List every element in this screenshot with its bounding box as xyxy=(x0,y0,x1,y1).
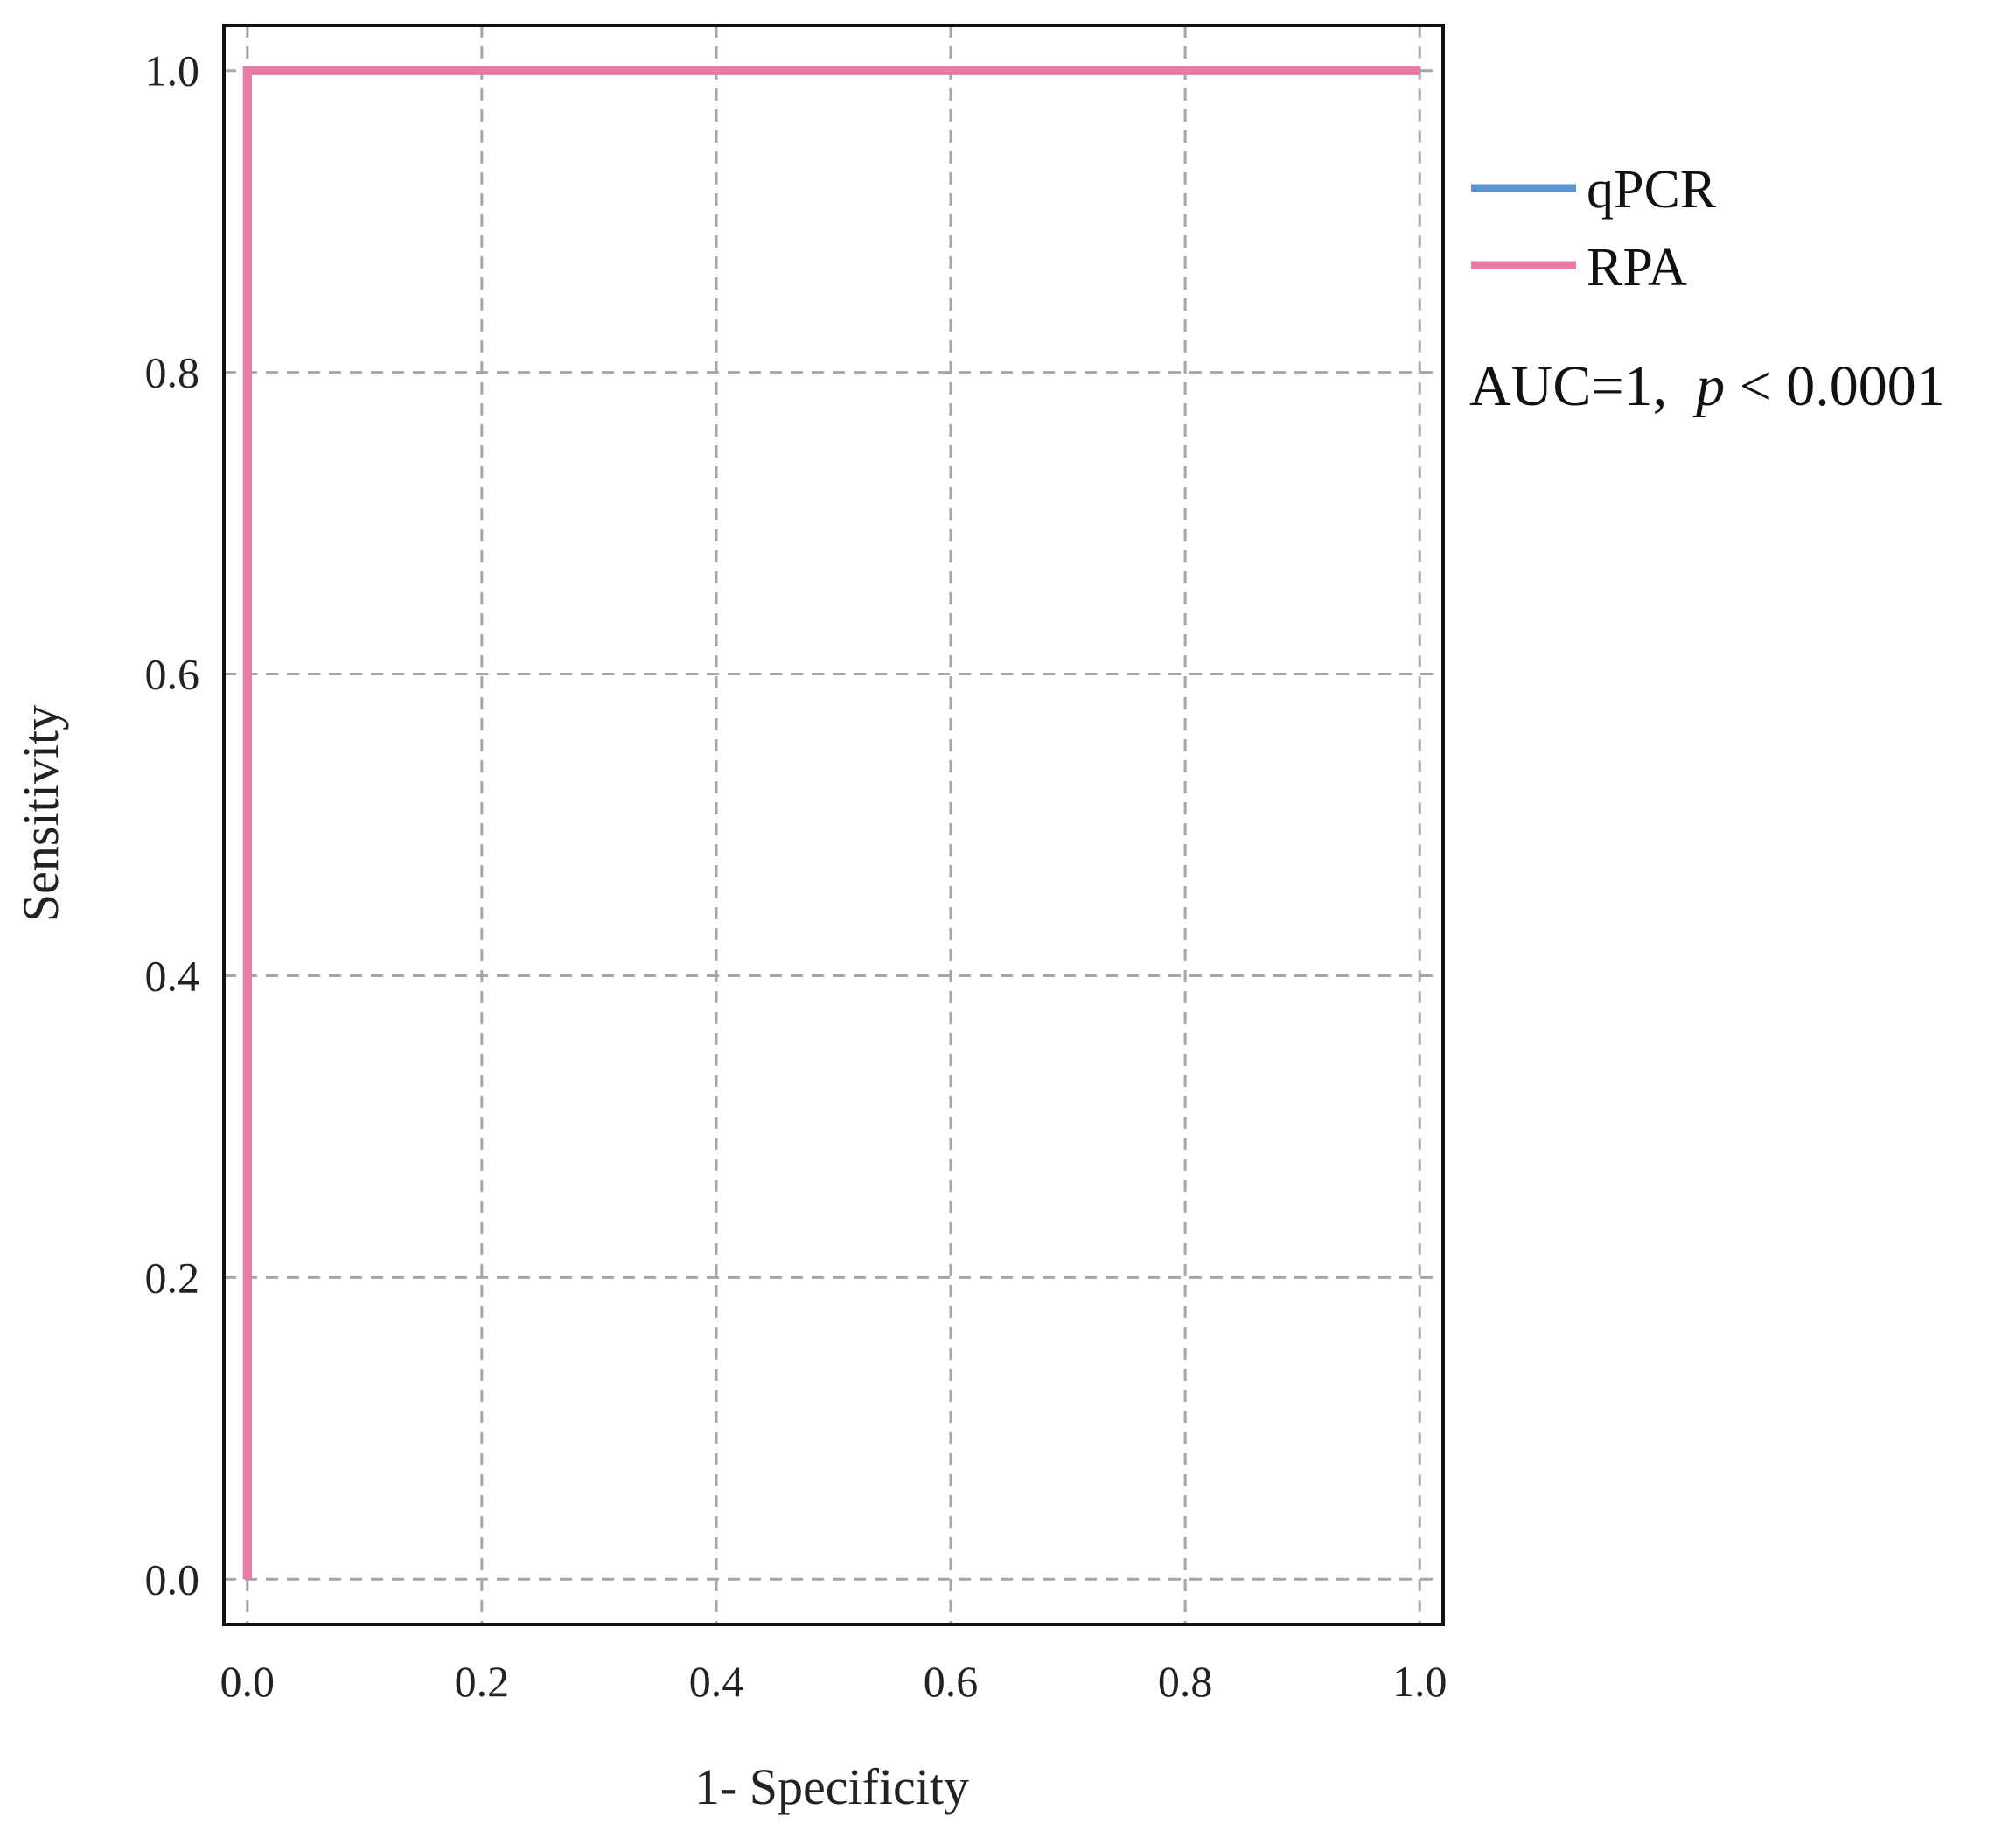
y-tick-label: 0.8 xyxy=(145,348,200,397)
y-tick-labels: 0.0 0.2 0.4 0.6 0.8 1.0 xyxy=(145,46,200,1604)
x-tick-label: 0.6 xyxy=(924,1657,979,1706)
x-tick-label: 0.4 xyxy=(689,1657,744,1706)
y-tick-label: 0.0 xyxy=(145,1554,200,1603)
auc-annotation: AUC=1, p < 0.0001 xyxy=(1469,354,1945,418)
y-tick-label: 0.6 xyxy=(145,650,200,699)
series-line-rpa xyxy=(242,66,1420,1580)
x-tick-label: 0.8 xyxy=(1158,1657,1213,1706)
x-tick-labels: 0.0 0.2 0.4 0.6 0.8 1.0 xyxy=(220,1657,1447,1706)
y-tick-label: 0.2 xyxy=(145,1253,200,1302)
legend-label-qpcr: qPCR xyxy=(1587,160,1717,220)
x-tick-label: 1.0 xyxy=(1392,1657,1447,1706)
series-line-qpcr xyxy=(242,66,1420,1580)
series-lines xyxy=(242,66,1420,1580)
x-tick-label: 0.0 xyxy=(220,1657,276,1706)
y-tick-label: 0.4 xyxy=(145,951,200,1000)
x-tick-label: 0.2 xyxy=(455,1657,510,1706)
auc-annotation-prefix: AUC=1, xyxy=(1469,354,1696,418)
x-axis-title: 1- Specificity xyxy=(694,1758,969,1815)
p-symbol: p xyxy=(1692,354,1725,418)
plot-frame xyxy=(222,24,1445,1626)
y-axis-title: Sensitivity xyxy=(12,705,69,922)
legend: qPCR RPA xyxy=(1471,160,1717,297)
grid xyxy=(224,25,1443,1624)
legend-label-rpa: RPA xyxy=(1587,238,1687,297)
y-tick-label: 1.0 xyxy=(145,46,200,95)
auc-annotation-suffix: < 0.0001 xyxy=(1725,354,1945,418)
